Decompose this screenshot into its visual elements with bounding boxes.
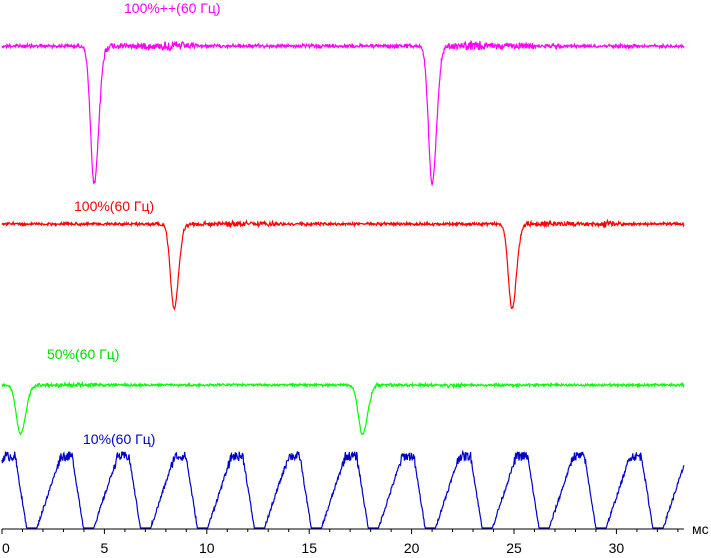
series-line-0 <box>1 39 685 187</box>
x-tick-label-0: 0 <box>2 540 10 556</box>
x-tick-label-25: 25 <box>506 540 522 556</box>
x-tick-label-20: 20 <box>404 540 420 556</box>
x-tick-label-5: 5 <box>101 540 109 556</box>
series-label-50: 50%(60 Гц) <box>47 346 119 362</box>
x-tick-label-30: 30 <box>609 540 625 556</box>
series-line-1 <box>1 218 685 311</box>
series-traces <box>1 39 685 529</box>
x-axis-unit-label: мс <box>692 521 709 537</box>
series-labels: 100%++(60 Гц) 100%(60 Гц) 50%(60 Гц) 10%… <box>47 0 221 447</box>
series-label-10: 10%(60 Гц) <box>83 431 155 447</box>
series-label-100: 100%(60 Гц) <box>74 198 154 214</box>
x-tick-label-10: 10 <box>199 540 215 556</box>
x-axis: 0 5 10 15 20 25 30 мс <box>1 521 709 556</box>
series-label-100pp: 100%++(60 Гц) <box>124 0 221 16</box>
series-line-2 <box>1 380 685 436</box>
x-tick-label-15: 15 <box>301 540 317 556</box>
series-line-3 <box>1 449 685 529</box>
x-ticks: 0 5 10 15 20 25 30 <box>1 529 679 556</box>
